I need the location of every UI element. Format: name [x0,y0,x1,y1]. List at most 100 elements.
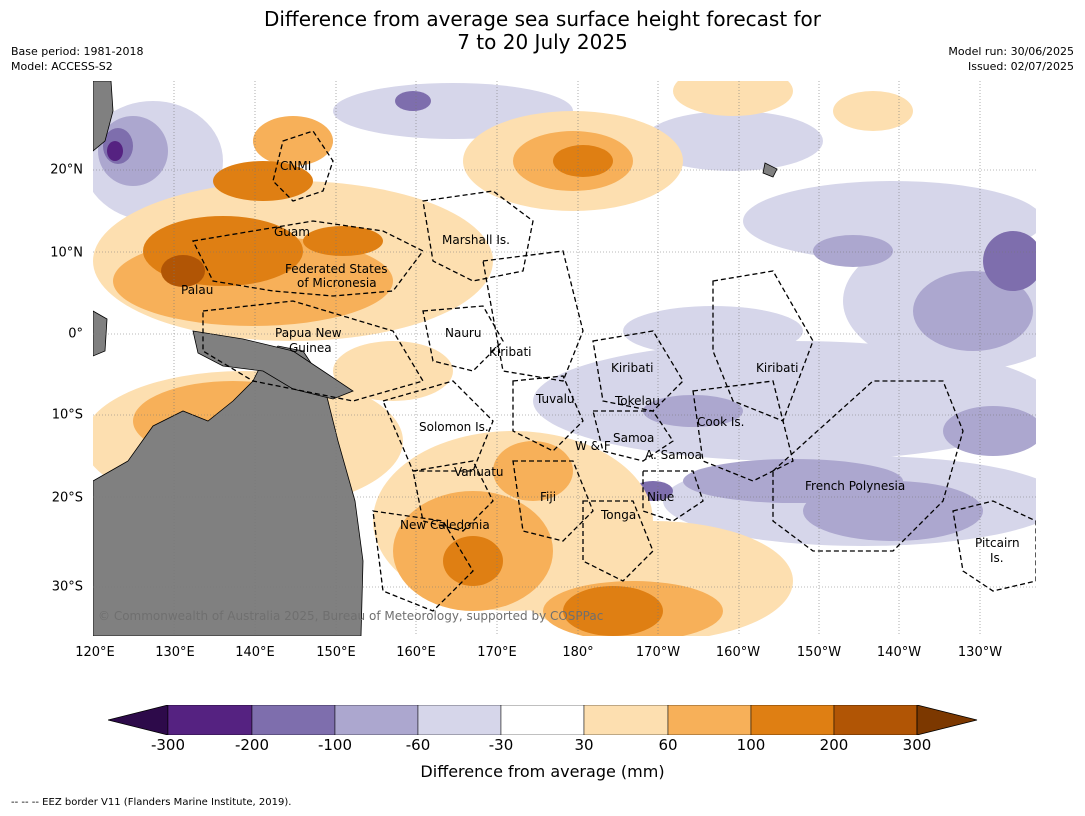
label-kiribati-central: Kiribati [611,361,654,375]
lat-label-10n: 10°N [50,245,83,261]
label-niue: Niue [647,490,675,504]
eez-cnmi [272,130,334,202]
model-run: Model run: 30/06/2025 [948,45,1074,58]
colorbar-swatch-8 [750,705,835,735]
land-borneo-edge [93,310,108,357]
title-line-1: Difference from average sea surface heig… [263,7,822,31]
colorbar-tick-0: -300 [150,736,186,754]
model-name: Model: ACCESS-S2 [11,60,113,73]
lon-label-150e: 150°E [316,645,356,660]
label-guam: Guam [274,225,310,239]
eez-tuvalu [512,375,584,452]
label-tokelau: Tokelau [615,394,660,408]
lon-label-140e: 140°E [235,645,275,660]
label-american-samoa: A. Samoa [645,448,702,462]
meta-right: Model run: 30/06/2025 Issued: 02/07/2025 [948,44,1074,74]
lon-label-170w: 170°W [635,645,681,660]
lon-label-150w: 150°W [796,645,842,660]
label-fsm-1: Federated States [285,262,388,276]
colorbar-swatch-9 [833,705,918,735]
label-png-2: Guinea [289,341,332,355]
eez-kiribati-gilberts [482,250,584,382]
land-philippines [93,81,114,152]
colorbar-tick-2: -100 [317,736,353,754]
label-wallis-futuna: W & F [575,439,611,453]
label-vanuatu: Vanuatu [454,465,504,479]
eez-pitcairn [952,500,1036,592]
label-pitcairn-1: Pitcairn [975,536,1020,550]
colorbar-tick-9: 300 [902,736,932,754]
eez-fsm [192,220,424,297]
eez-kiribati-phoenix [592,330,684,412]
lon-label-160e: 160°E [396,645,436,660]
colorbar-tick-5: 30 [574,736,594,754]
eez-nauru [422,305,504,372]
label-kiribati-east: Kiribati [756,361,799,375]
graticule [93,81,1036,636]
colorbar-swatch-4 [417,705,502,735]
label-marshall: Marshall Is. [442,233,510,247]
colorbar-swatch-2 [251,705,336,735]
colorbar-swatch-3 [334,705,419,735]
eez-niue [642,470,704,522]
eez-samoa [592,410,674,462]
colorbar-tick-4: -30 [488,736,514,754]
colorbar-swatch-6 [583,705,669,735]
colorbar-tick-8: 200 [819,736,849,754]
lon-label-170e: 170°E [477,645,517,660]
lon-label-140w: 140°W [876,645,922,660]
lat-label-20s: 20°S [51,490,83,506]
lat-label-20n: 20°N [50,162,83,178]
label-tonga: Tonga [601,508,637,522]
land-masses [93,81,778,636]
lon-label-160w: 160°W [715,645,761,660]
land-new-zealand-edge [762,162,778,178]
eez-footnote: -- -- -- EEZ border V11 (Flanders Marine… [11,797,292,808]
eez-borders [192,130,1036,612]
label-png-1: Papua New [275,326,342,340]
eez-marshall [422,190,534,282]
colorbar-swatch-5 [500,705,585,735]
label-tuvalu: Tuvalu [536,392,575,406]
eez-french-polynesia [772,380,964,552]
anomaly-dark-orange [161,255,205,287]
anomaly-darkest-purple [107,141,123,161]
colorbar-high-extend [916,705,978,735]
label-cnmi: CNMI [280,159,312,173]
lat-label-30s: 30°S [51,579,83,595]
label-french-polynesia: French Polynesia [805,479,906,493]
lat-label-10s: 10°S [51,407,83,423]
colorbar-tick-7: 100 [736,736,766,754]
label-palau: Palau [181,283,214,297]
colorbar-tick-6: 60 [658,736,678,754]
label-fiji: Fiji [540,490,557,504]
issued-date: Issued: 02/07/2025 [967,60,1074,73]
land-australia [93,345,364,636]
label-kiribati-west: Kiribati [489,345,532,359]
eez-tonga [582,500,654,582]
lon-label-120e: 120°E [75,645,115,660]
label-cook-islands: Cook Is. [697,415,745,429]
colorbar-tick-1: -200 [234,736,270,754]
label-pitcairn-2: Is. [990,551,1004,565]
meta-left: Base period: 1981-2018 Model: ACCESS-S2 [11,44,143,74]
anomaly-field [93,81,1036,636]
eez-newcal [372,510,474,612]
eez-fiji [512,460,594,542]
label-fsm-2: of Micronesia [297,276,377,290]
label-solomon: Solomon Is. [419,420,489,434]
label-samoa: Samoa [613,431,655,445]
eez-vanuatu [412,460,494,532]
anomaly-mid-purple [98,116,1036,541]
map-panel: © Commonwealth of Australia 2025, Bureau… [93,81,1036,636]
eez-solomon [382,380,494,472]
lon-label-130e: 130°E [155,645,195,660]
colorbar-tick-3: -60 [405,736,431,754]
land-new-guinea [192,330,354,400]
copyright-notice: © Commonwealth of Australia 2025, Bureau… [98,609,604,623]
colorbar-swatch-1 [167,705,253,735]
base-period: Base period: 1981-2018 [11,45,144,58]
eez-png [202,300,424,402]
anomaly-orange [143,145,663,636]
lon-label-130w: 130°W [957,645,1003,660]
